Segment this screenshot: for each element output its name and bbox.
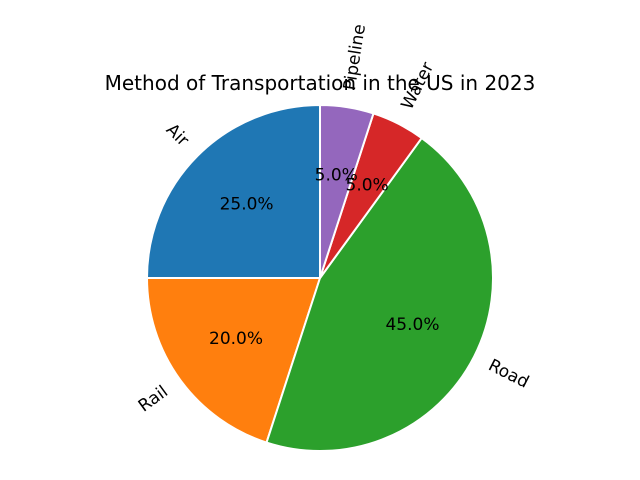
percent-label-rail: 20.0% (209, 329, 263, 349)
pie-slice-pipeline (319, 104, 375, 279)
percent-label-pipeline: 5.0% (315, 165, 358, 185)
pie-slices (146, 104, 495, 453)
percent-label-road: 45.0% (385, 315, 439, 335)
pie-slice-road (265, 137, 495, 453)
percent-labels: 25.0% 20.0% 45.0% 5.0%5.0% (209, 165, 439, 349)
pie-slice-air (146, 104, 321, 279)
pie-slice-rail (146, 277, 321, 444)
percent-label-water: 5.0% (346, 176, 389, 196)
percent-label-air: 25.0% (220, 195, 274, 215)
chart-title: Method of Transportation in the US in 20… (105, 71, 536, 95)
